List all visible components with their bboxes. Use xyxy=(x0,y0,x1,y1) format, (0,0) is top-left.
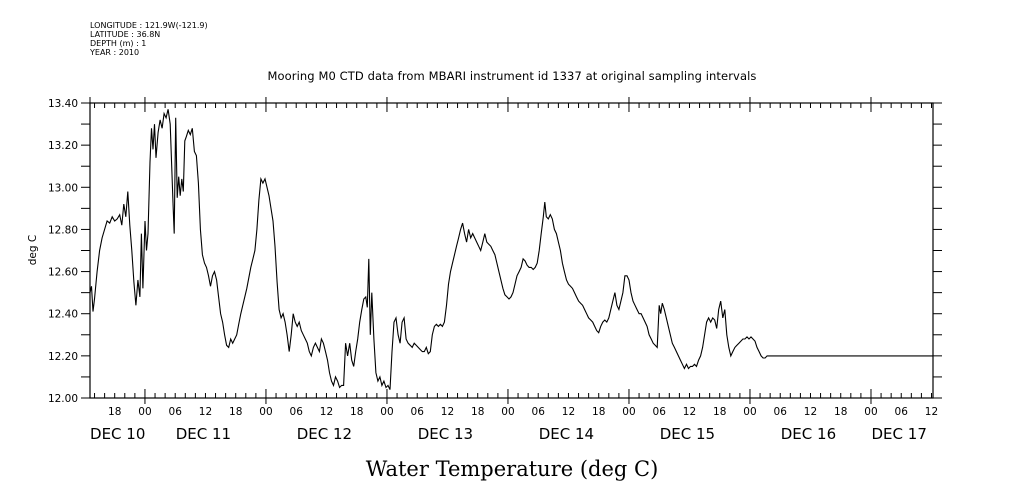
x-day-label: DEC 12 xyxy=(297,425,352,443)
y-axis: 12.00 12.20 12.40 12.60 12.80 13.00 13.20 13.40 xyxy=(48,98,942,405)
y-tick-label: 12.20 xyxy=(48,351,78,363)
y-tick-label: 12.60 xyxy=(48,267,78,279)
y-axis-label: deg C xyxy=(27,235,39,265)
x-tick-label: 18 xyxy=(350,406,363,418)
year-label: YEAR : 2010 xyxy=(90,48,140,57)
depth-label: DEPTH (m) : 1 xyxy=(90,39,147,48)
x-tick-label: 06 xyxy=(653,406,667,418)
x-tick-label: 12 xyxy=(683,406,696,418)
x-tick-label: 00 xyxy=(380,406,393,418)
x-tick-label: 12 xyxy=(925,406,938,418)
y-tick-label: 12.80 xyxy=(48,224,78,236)
chart-title: Mooring M0 CTD data from MBARI instrumen… xyxy=(267,69,757,83)
x-tick-label: 12 xyxy=(199,406,212,418)
x-tick-label: 00 xyxy=(501,406,514,418)
plot-border xyxy=(89,102,934,399)
x-tick-label: 00 xyxy=(138,406,151,418)
x-tick-label: 06 xyxy=(895,406,909,418)
x-tick-label: 18 xyxy=(592,406,605,418)
latitude-label: LATITUDE : 36.8N xyxy=(90,30,161,39)
x-tick-label: 06 xyxy=(774,406,788,418)
x-tick-label: 18 xyxy=(229,406,242,418)
x-axis: 18 00 06 12 18 00 06 12 18 00 06 12 18 00 06 12 18 00 06 12… xyxy=(81,97,938,443)
series-line-water-temperature xyxy=(89,109,933,390)
x-tick-label: 12 xyxy=(562,406,575,418)
x-tick-label: 00 xyxy=(864,406,877,418)
x-tick-label: 06 xyxy=(532,406,546,418)
x-day-label: DEC 14 xyxy=(539,425,594,443)
series-group xyxy=(89,109,933,390)
x-tick-label: 12 xyxy=(441,406,454,418)
x-tick-label: 06 xyxy=(411,406,425,418)
metadata-block: LONGITUDE : 121.9W(-121.9) LATITUDE : 36… xyxy=(90,21,208,57)
y-tick-label: 13.20 xyxy=(48,140,78,152)
y-tick-label: 13.00 xyxy=(48,182,78,194)
x-tick-label: 00 xyxy=(743,406,756,418)
y-tick-label: 13.40 xyxy=(48,98,78,110)
longitude-label: LONGITUDE : 121.9W(-121.9) xyxy=(90,21,208,30)
x-tick-label: 00 xyxy=(622,406,635,418)
x-tick-label: 12 xyxy=(320,406,333,418)
y-tick-label: 12.00 xyxy=(48,393,78,405)
x-day-label: DEC 10 xyxy=(90,425,145,443)
x-day-label: DEC 16 xyxy=(781,425,836,443)
x-tick-label: 18 xyxy=(471,406,484,418)
x-tick-label: 06 xyxy=(290,406,304,418)
x-day-label: DEC 13 xyxy=(418,425,473,443)
x-tick-label: 06 xyxy=(169,406,183,418)
x-day-label: DEC 17 xyxy=(872,425,927,443)
x-tick-label: 00 xyxy=(259,406,272,418)
x-day-label: DEC 15 xyxy=(660,425,715,443)
x-tick-label: 18 xyxy=(834,406,847,418)
x-tick-label: 18 xyxy=(713,406,726,418)
y-tick-label: 12.40 xyxy=(48,309,78,321)
x-tick-label: 18 xyxy=(108,406,121,418)
x-tick-label: 12 xyxy=(804,406,817,418)
x-day-label: DEC 11 xyxy=(176,425,231,443)
x-axis-title: Water Temperature (deg C) xyxy=(366,457,659,481)
plot-frame xyxy=(89,102,934,399)
